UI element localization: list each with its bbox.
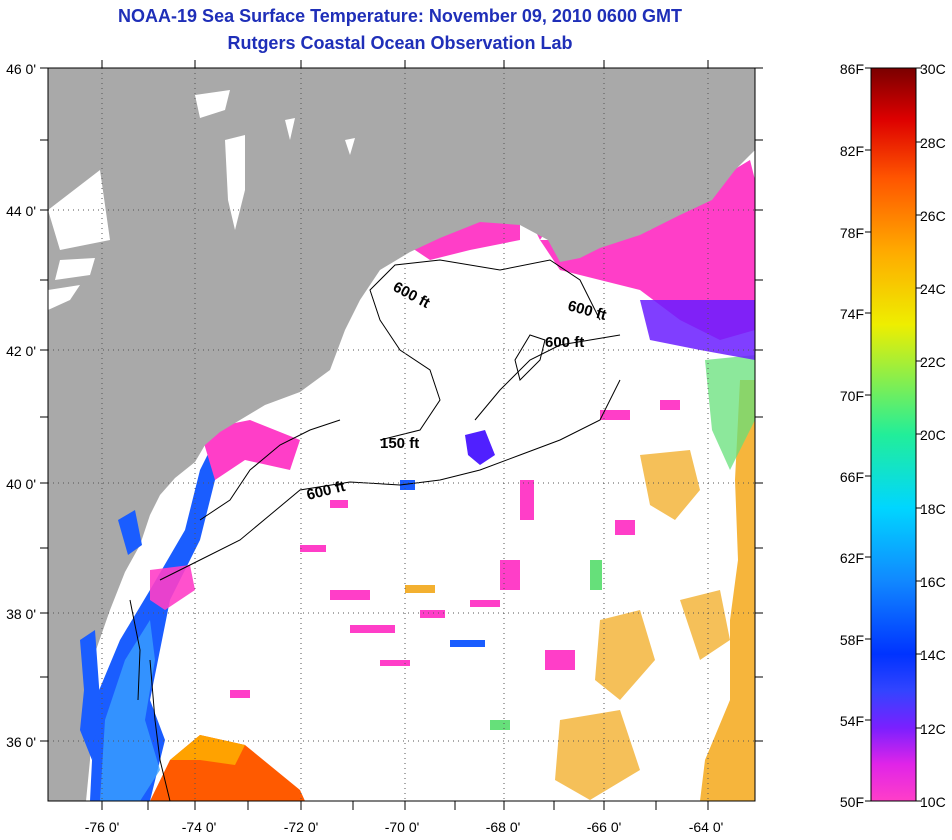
- colorbar-ticks: [865, 67, 922, 802]
- fahrenheit-label: 50F: [840, 794, 864, 810]
- gulf-stream-orange: [170, 735, 245, 765]
- lon-label: -64 0': [689, 819, 724, 835]
- celsius-label: 16C: [920, 574, 946, 590]
- sst-colorbar: [870, 67, 917, 802]
- map-subtitle: Rutgers Coastal Ocean Observation Lab: [227, 33, 573, 53]
- lat-label: 42 0': [6, 343, 36, 359]
- land-mainland: [48, 68, 755, 801]
- celsius-label: 18C: [920, 501, 946, 517]
- graticule: [48, 68, 755, 801]
- georges-bank-purple: [465, 430, 495, 465]
- celsius-label: 12C: [920, 721, 946, 737]
- lon-label: -70 0': [385, 819, 420, 835]
- warm-water-patches: [555, 450, 730, 800]
- land-nova-scotia: [590, 90, 755, 235]
- green-water-east: [705, 355, 755, 470]
- celsius-label: 28C: [920, 135, 946, 151]
- sst-speckles: [230, 400, 680, 730]
- fahrenheit-label: 70F: [840, 388, 864, 404]
- lon-label: -66 0': [587, 819, 622, 835]
- lon-label: -68 0': [486, 819, 521, 835]
- delaware-bay: [118, 510, 142, 555]
- shelf-water-light: [100, 620, 160, 801]
- bathymetry-contours: [129, 259, 621, 801]
- warm-water-east: [700, 380, 755, 801]
- celsius-label: 20C: [920, 427, 946, 443]
- contour-label-600ft-georges-east: 600 ft: [545, 334, 584, 351]
- lat-label: 44 0': [6, 203, 36, 219]
- chesapeake-bay: [80, 630, 100, 760]
- celsius-label: 22C: [920, 354, 946, 370]
- fahrenheit-label: 58F: [840, 632, 864, 648]
- colorbar-fahrenheit-labels: 86F 82F 78F 74F 70F 66F 62F 58F 54F 50F: [840, 61, 864, 810]
- colorbar-celsius-labels: 30C 28C 26C 24C 22C 20C 18C 16C 14C 12C …: [920, 61, 946, 810]
- lat-label: 36 0': [6, 734, 36, 750]
- map-frame: [47, 67, 756, 802]
- fahrenheit-label: 86F: [840, 61, 864, 77]
- lon-label: -74 0': [182, 819, 217, 835]
- fahrenheit-label: 62F: [840, 550, 864, 566]
- lon-label: -76 0': [85, 819, 120, 835]
- lat-label: 40 0': [6, 476, 36, 492]
- cold-water-long-island: [200, 420, 300, 480]
- latitude-labels: 46 0' 44 0' 42 0' 40 0' 38 0' 36 0': [6, 61, 36, 750]
- longitude-labels: -76 0' -74 0' -72 0' -70 0' -68 0' -66 0…: [85, 819, 724, 835]
- cold-water-purple: [640, 300, 755, 360]
- fahrenheit-label: 66F: [840, 469, 864, 485]
- contour-label-150ft: 150 ft: [380, 435, 419, 452]
- celsius-label: 14C: [920, 647, 946, 663]
- fahrenheit-label: 78F: [840, 225, 864, 241]
- fahrenheit-label: 82F: [840, 143, 864, 159]
- map-title: NOAA-19 Sea Surface Temperature: Novembe…: [118, 6, 682, 26]
- celsius-label: 24C: [920, 281, 946, 297]
- celsius-label: 10C: [920, 794, 946, 810]
- cold-water-jersey: [150, 565, 195, 610]
- celsius-label: 30C: [920, 61, 946, 77]
- lon-label: -72 0': [284, 819, 319, 835]
- lat-label: 38 0': [6, 606, 36, 622]
- fahrenheit-label: 74F: [840, 306, 864, 322]
- frame-ticks: [40, 60, 763, 810]
- lat-label: 46 0': [6, 61, 36, 77]
- fahrenheit-label: 54F: [840, 713, 864, 729]
- celsius-label: 26C: [920, 208, 946, 224]
